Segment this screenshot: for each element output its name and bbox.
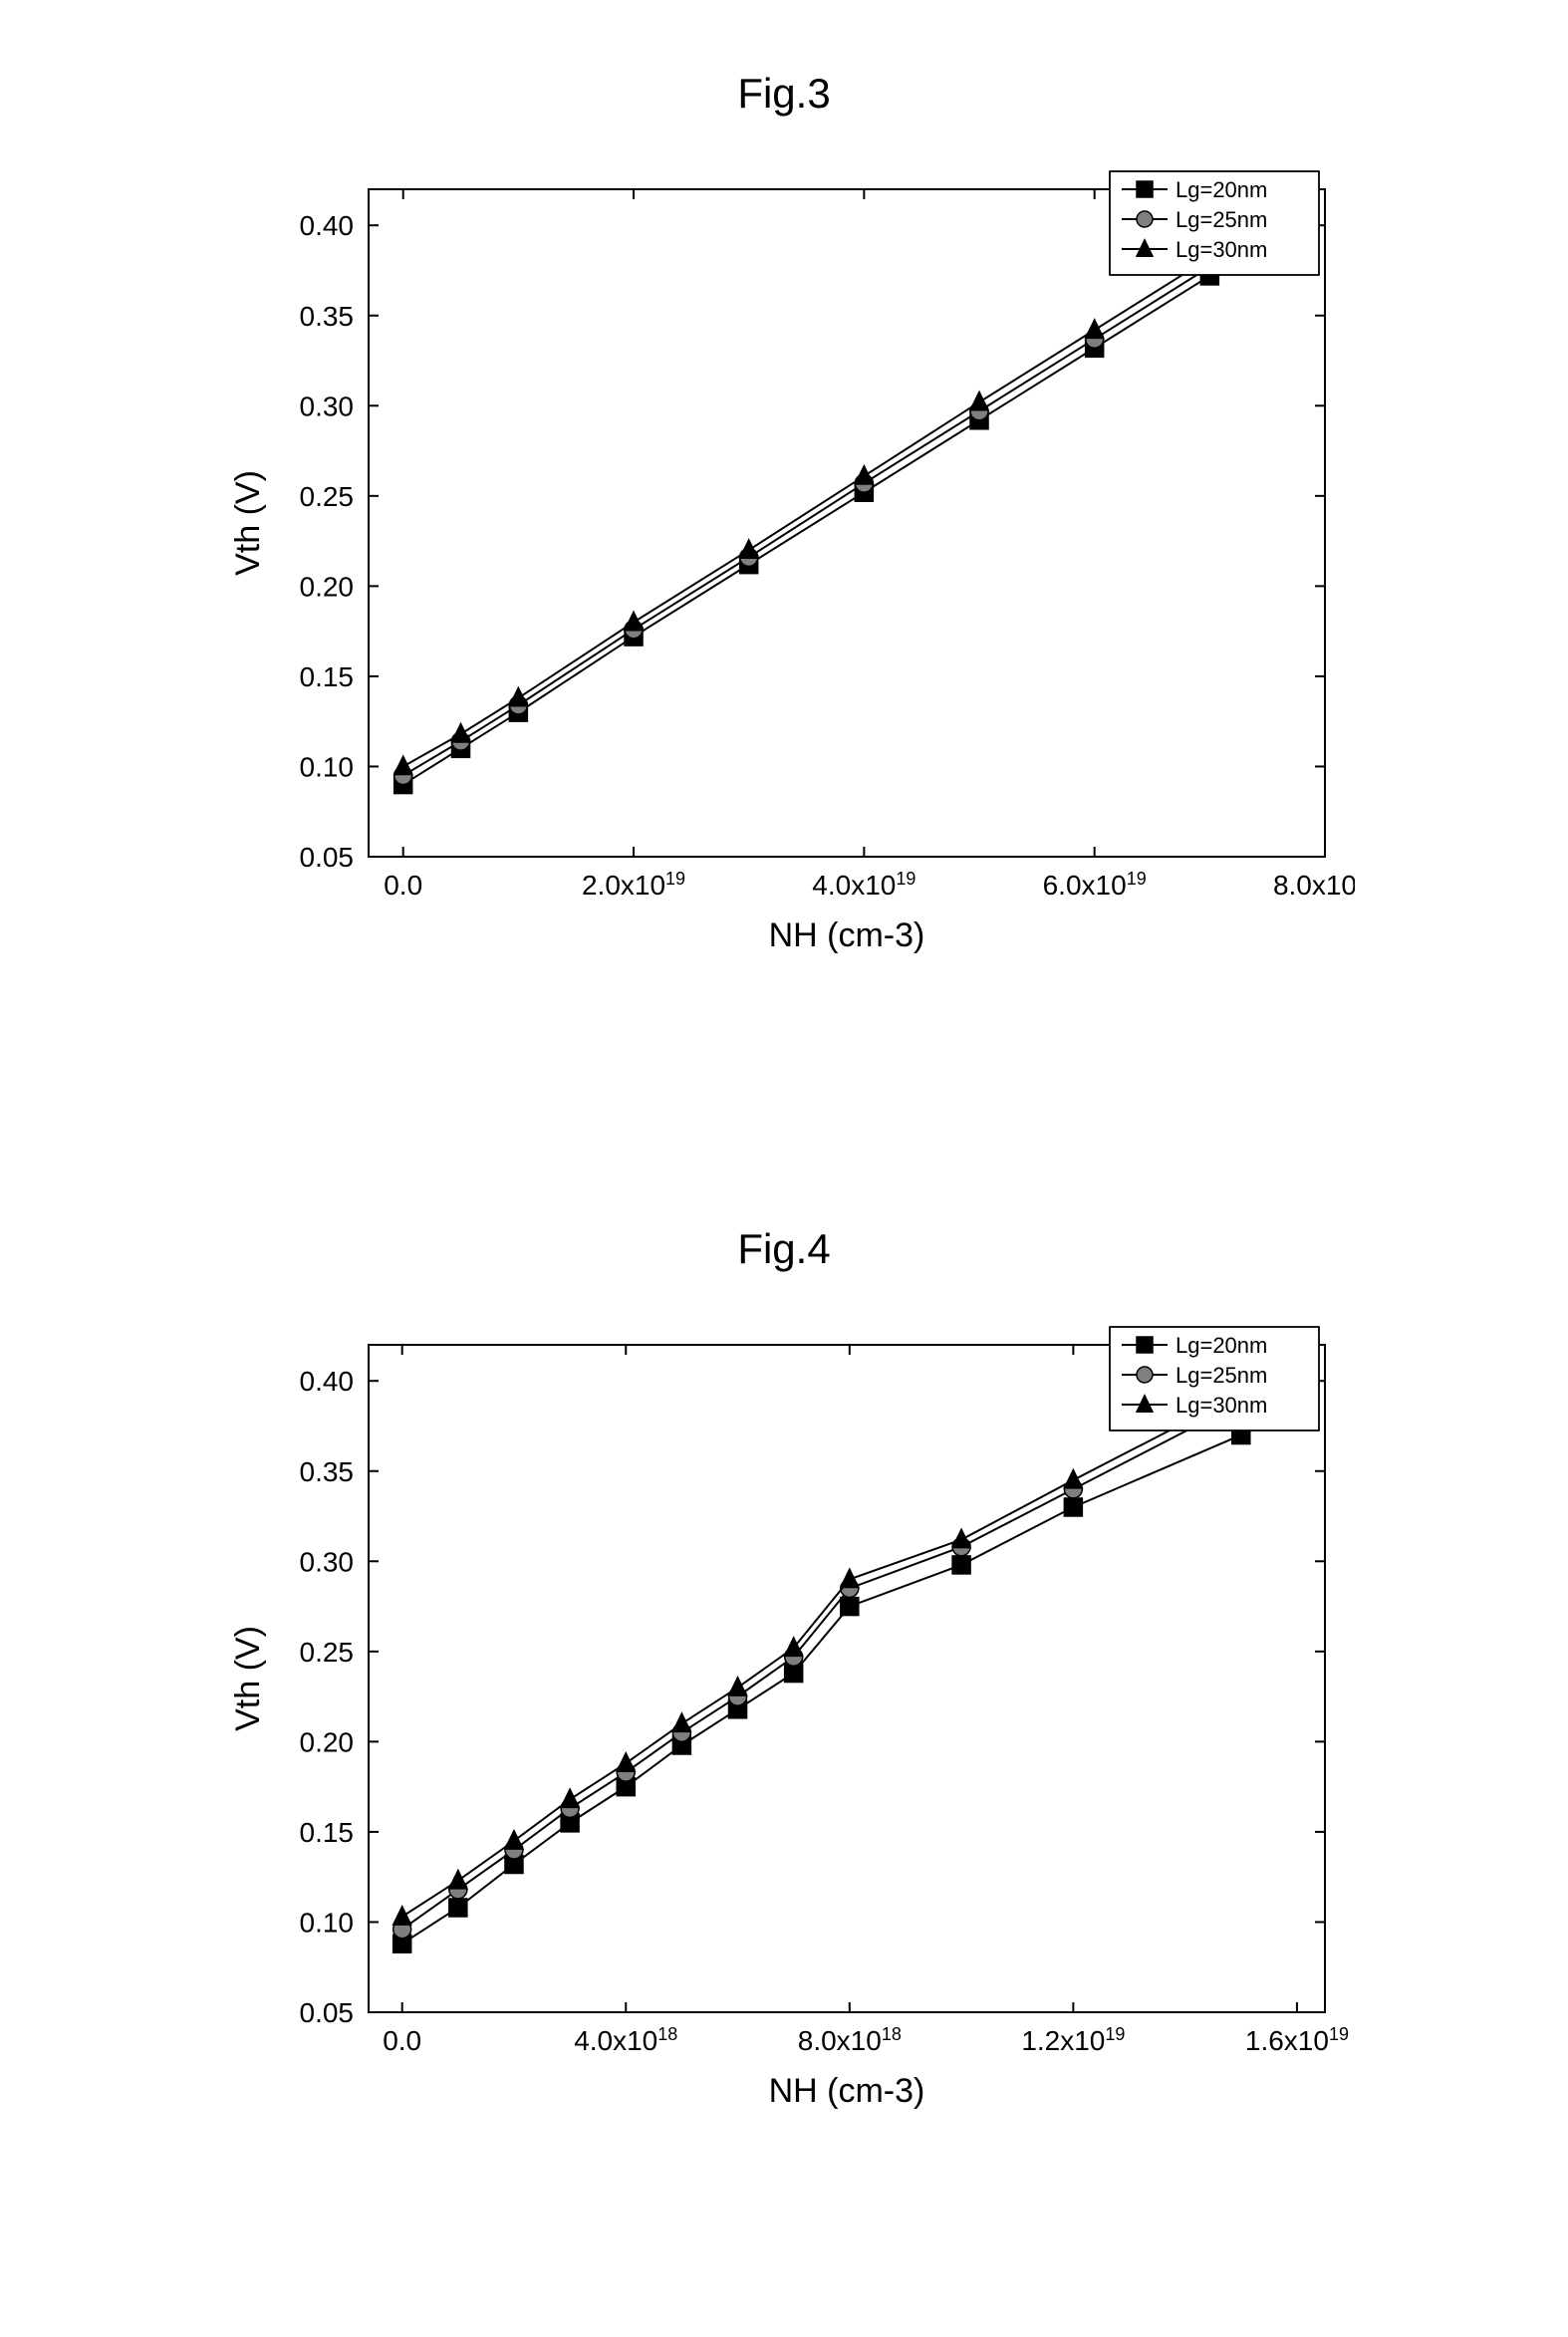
svg-text:1.6x1019: 1.6x1019 [1245,2024,1349,2056]
svg-text:0.05: 0.05 [300,842,355,873]
svg-text:Lg=20nm: Lg=20nm [1176,177,1267,202]
svg-text:8.0x1019: 8.0x1019 [1273,869,1355,901]
svg-text:0.25: 0.25 [300,1637,355,1668]
svg-text:Lg=25nm: Lg=25nm [1176,207,1267,232]
svg-text:0.20: 0.20 [300,571,355,602]
svg-text:4.0x1018: 4.0x1018 [574,2024,677,2056]
svg-text:0.30: 0.30 [300,1546,355,1577]
svg-text:0.40: 0.40 [300,210,355,241]
svg-text:0.20: 0.20 [300,1726,355,1757]
svg-text:NH (cm-3): NH (cm-3) [769,2072,925,2110]
svg-text:0.15: 0.15 [300,661,355,692]
svg-text:0.05: 0.05 [300,1997,355,2028]
figure4-label: Fig.4 [0,1225,1568,1273]
svg-text:4.0x1019: 4.0x1019 [812,869,915,901]
svg-text:NH (cm-3): NH (cm-3) [769,916,925,954]
figure3-label: Fig.3 [0,70,1568,118]
svg-text:0.15: 0.15 [300,1817,355,1848]
svg-text:8.0x1018: 8.0x1018 [798,2024,902,2056]
figure3-chart: 0.05 0.10 0.15 0.20 0.25 0.30 0.35 0.40 0.0 2.0x1… [199,159,1355,996]
svg-text:0.40: 0.40 [300,1366,355,1397]
svg-text:0.0: 0.0 [383,2025,421,2056]
page: Fig.3 0.050.100.150.200.250.300.350.400.… [0,0,1568,2337]
svg-text:Lg=20nm: Lg=20nm [1176,1333,1267,1358]
figure4-chart: 0.05 0.10 0.15 0.20 0.25 0.30 0.35 0.40 0.0 4.0x1… [199,1315,1355,2152]
svg-text:0.35: 0.35 [300,1456,355,1487]
svg-text:0.30: 0.30 [300,390,355,421]
svg-text:Vth (V): Vth (V) [229,1626,267,1731]
svg-text:Lg=30nm: Lg=30nm [1176,1393,1267,1418]
svg-text:0.25: 0.25 [300,481,355,512]
svg-text:0.35: 0.35 [300,301,355,332]
svg-text:6.0x1019: 6.0x1019 [1043,869,1147,901]
figure4-svg: 0.05 0.10 0.15 0.20 0.25 0.30 0.35 0.40 0.0 4.0x1… [199,1315,1355,2152]
svg-text:Lg=30nm: Lg=30nm [1176,237,1267,262]
svg-text:2.0x1019: 2.0x1019 [582,869,685,901]
figure3-svg: 0.05 0.10 0.15 0.20 0.25 0.30 0.35 0.40 0.0 2.0x1… [199,159,1355,996]
svg-text:Lg=25nm: Lg=25nm [1176,1363,1267,1388]
svg-text:0.0: 0.0 [384,870,422,901]
svg-text:0.10: 0.10 [300,1907,355,1938]
svg-text:1.2x1019: 1.2x1019 [1021,2024,1125,2056]
svg-text:0.10: 0.10 [300,751,355,782]
svg-text:Vth (V): Vth (V) [229,470,267,576]
